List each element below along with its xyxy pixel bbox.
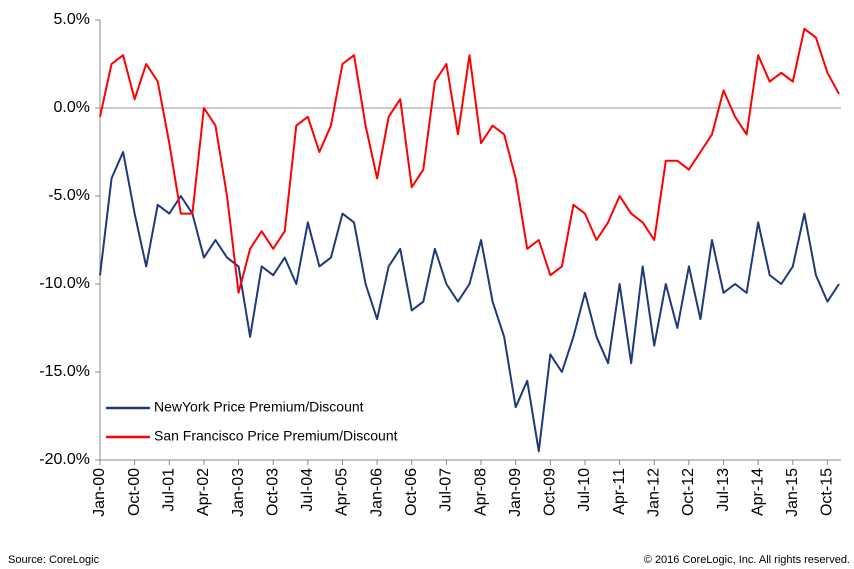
x-tick-label: Apr-11 — [611, 468, 628, 515]
x-tick-label: Apr-08 — [472, 468, 489, 516]
x-tick-label: Jan-15 — [784, 468, 801, 517]
x-tick-label: Jul-04 — [299, 468, 316, 512]
x-tick-label: Jul-07 — [438, 468, 455, 512]
copyright: © 2016 CoreLogic, Inc. All rights reserv… — [644, 554, 850, 566]
y-tick-label: -10.0% — [39, 275, 90, 292]
y-tick-label: -5.0% — [48, 187, 90, 204]
x-tick-label: Jul-01 — [161, 468, 178, 512]
x-tick-label: Jul-13 — [715, 468, 732, 512]
x-tick-label: Oct-03 — [264, 468, 281, 516]
legend-label: NewYork Price Premium/Discount — [154, 399, 364, 415]
y-tick-label: 0.0% — [54, 99, 90, 116]
x-tick-label: Jan-12 — [645, 468, 662, 517]
x-tick-label: Jan-09 — [507, 468, 524, 517]
series-line — [99, 151, 840, 453]
x-tick-label: Apr-14 — [749, 468, 766, 516]
x-tick-label: Oct-06 — [403, 468, 420, 516]
source: Source: CoreLogic — [8, 554, 100, 566]
y-tick-label: 5.0% — [54, 11, 90, 28]
y-tick-label: -20.0% — [39, 451, 90, 468]
x-tick-label: Jan-03 — [230, 468, 247, 517]
x-tick-label: Jan-00 — [91, 468, 108, 517]
x-tick-label: Jan-06 — [368, 468, 385, 517]
legend-label: San Francisco Price Premium/Discount — [154, 428, 398, 444]
x-tick-label: Apr-02 — [195, 468, 212, 516]
series-line — [99, 27, 840, 294]
x-tick-label: Oct-00 — [126, 468, 143, 516]
y-tick-label: -15.0% — [39, 363, 90, 380]
x-tick-label: Oct-09 — [542, 468, 559, 516]
x-tick-label: Oct-15 — [819, 468, 836, 516]
x-tick-label: Oct-12 — [680, 468, 697, 516]
x-tick-label: Apr-05 — [334, 468, 351, 516]
x-tick-label: Jul-10 — [576, 468, 593, 512]
